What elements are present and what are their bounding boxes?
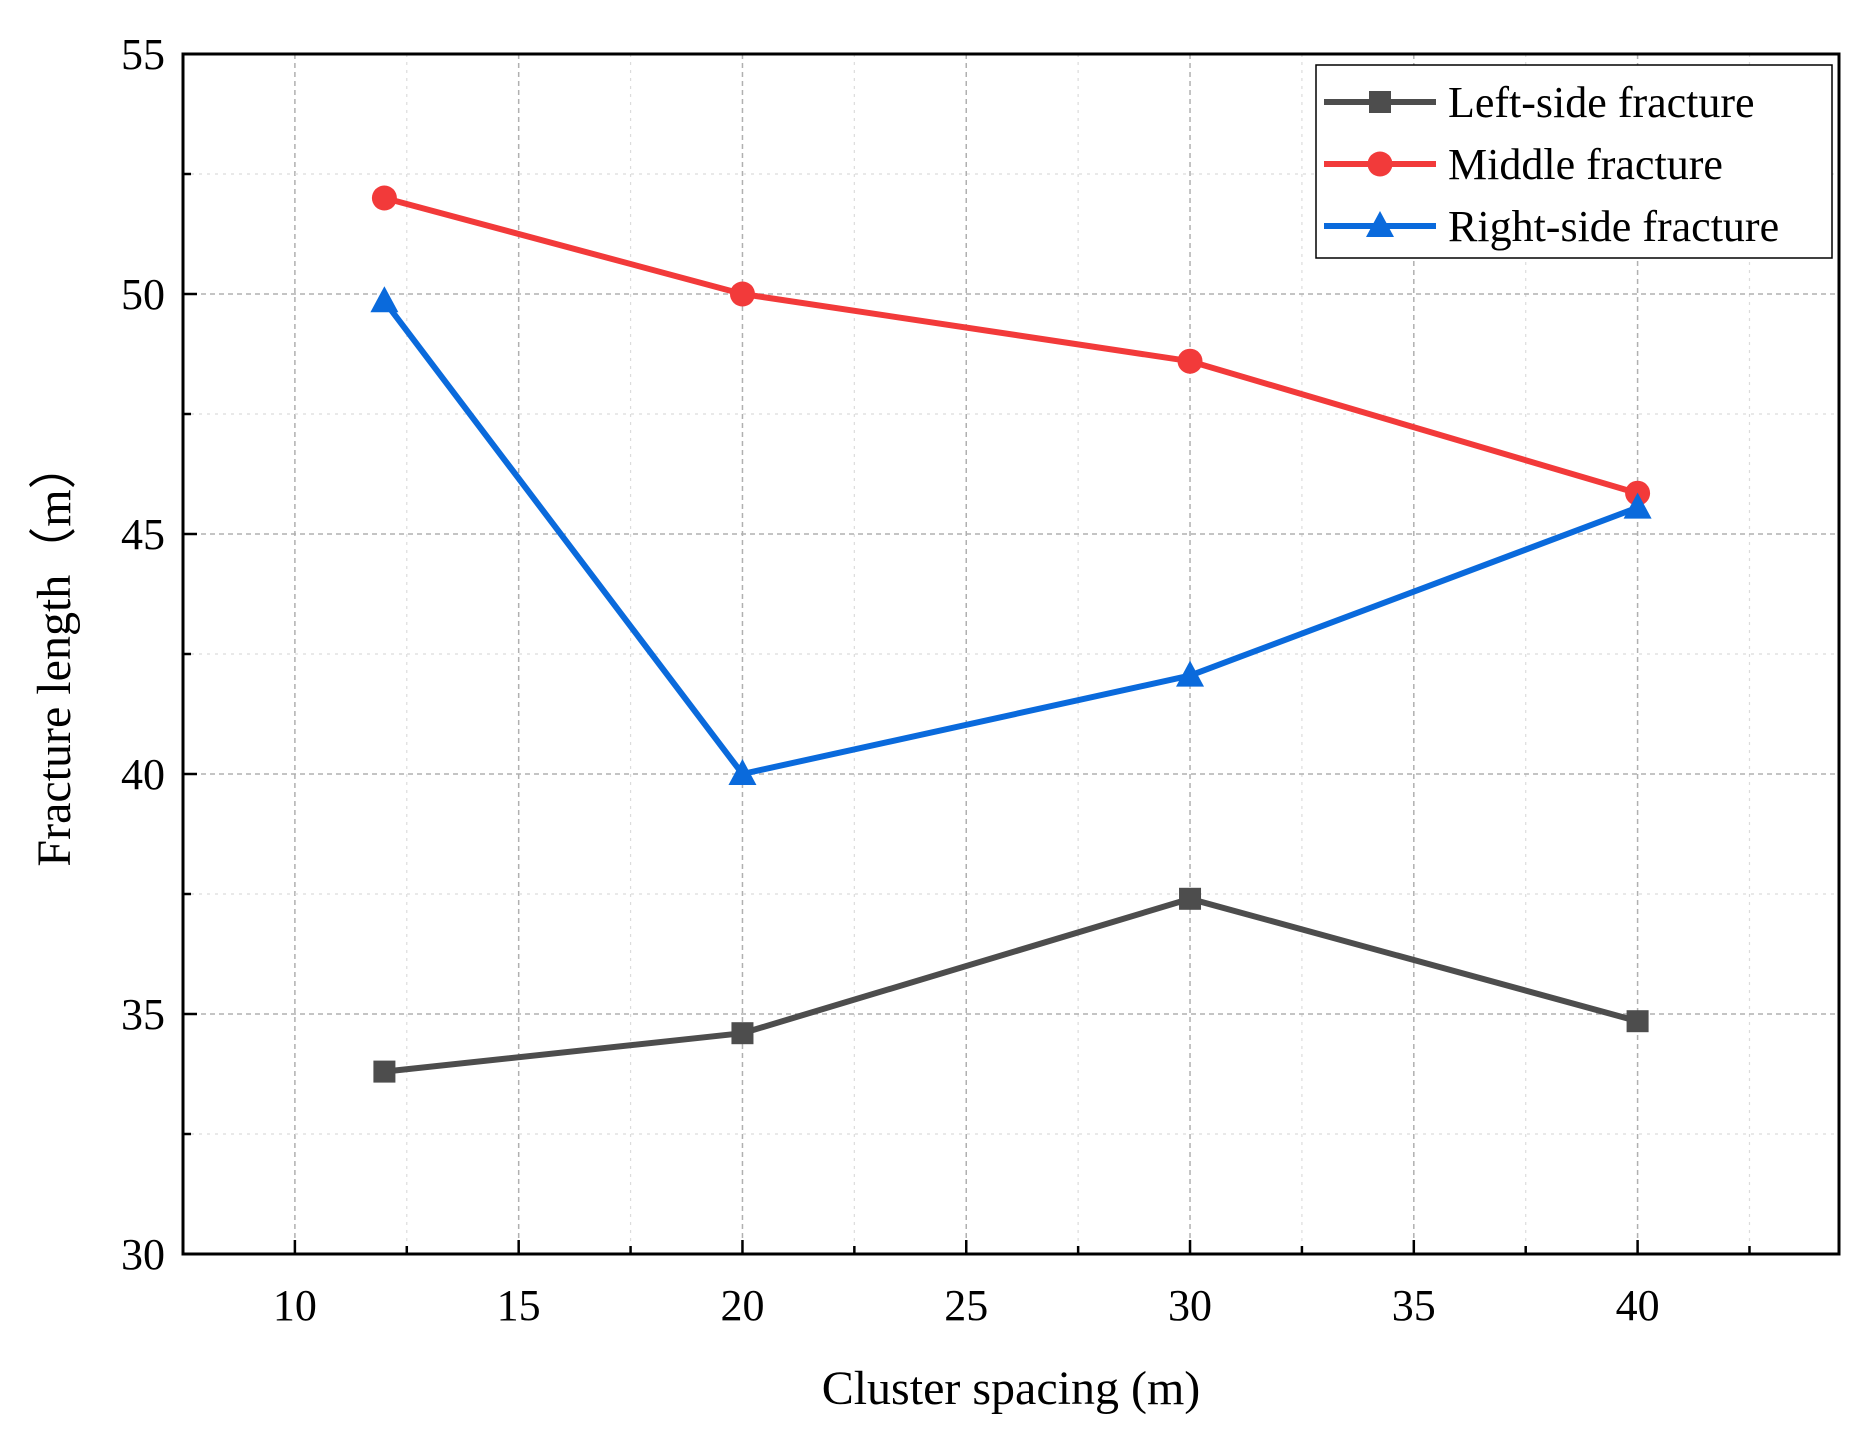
series-left-side-fracture (373, 887, 1649, 1083)
legend-label: Left-side fracture (1448, 78, 1755, 127)
legend-item: Left-side fracture (1324, 78, 1755, 127)
series-middle-fracture (371, 185, 1651, 506)
data-series (370, 185, 1652, 1083)
data-point (370, 286, 399, 313)
data-point (731, 1022, 754, 1045)
x-tick-label: 30 (1168, 1281, 1212, 1330)
x-tick-label: 35 (1392, 1281, 1436, 1330)
legend-marker (1367, 151, 1393, 177)
y-tick-label: 30 (121, 1230, 165, 1279)
x-tick-label: 40 (1616, 1281, 1660, 1330)
data-point (1177, 348, 1203, 374)
legend-marker (1366, 211, 1394, 237)
legend-label: Middle fracture (1448, 140, 1723, 189)
legend-label: Right-side fracture (1448, 202, 1779, 251)
series-line (382, 299, 1639, 777)
legend-marker (1369, 91, 1391, 113)
x-axis-title: Cluster spacing (m) (822, 1362, 1201, 1415)
y-axis-title: Fracture length（m） (28, 441, 81, 866)
data-point (728, 759, 757, 785)
data-point (1179, 887, 1202, 910)
series-line (384, 895, 1639, 1075)
data-point (371, 185, 397, 211)
series-line (383, 195, 1639, 497)
data-point (729, 281, 755, 307)
y-tick-label: 45 (121, 510, 165, 559)
x-tick-label: 15 (497, 1281, 541, 1330)
data-point (1176, 660, 1205, 687)
x-tick-label: 20 (720, 1281, 764, 1330)
y-tick-label: 50 (121, 270, 165, 319)
legend: Left-side fracture Middle fracture Right-s… (1315, 64, 1833, 259)
axis-ticks: 10 15 20 25 30 35 40 30 35 40 45 50 55 (121, 30, 1751, 1330)
x-tick-label: 10 (273, 1281, 317, 1330)
data-point (1626, 1010, 1649, 1033)
x-tick-label: 25 (944, 1281, 988, 1330)
legend-item: Right-side fracture (1324, 202, 1779, 251)
data-point (373, 1060, 396, 1083)
data-point (1623, 492, 1652, 519)
y-tick-label: 40 (121, 750, 165, 799)
legend-item: Middle fracture (1324, 140, 1723, 189)
y-tick-label: 35 (121, 990, 165, 1039)
y-tick-label: 55 (121, 30, 165, 79)
series-right-side-fracture (370, 286, 1652, 785)
